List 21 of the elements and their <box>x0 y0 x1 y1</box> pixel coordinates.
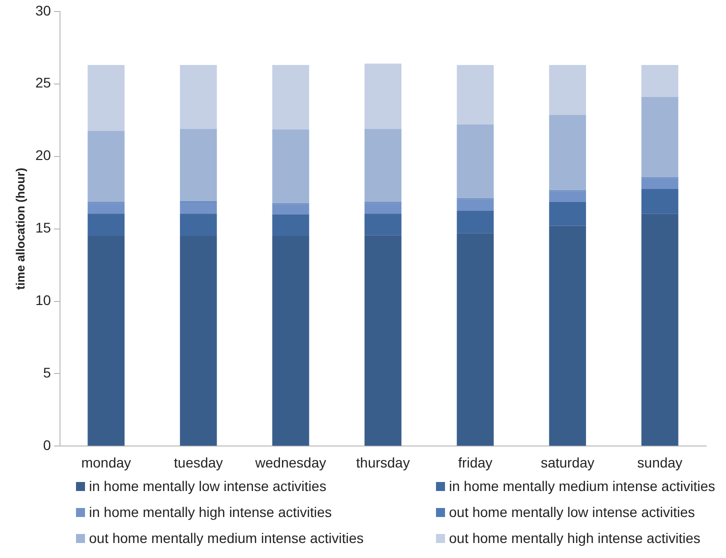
legend-label: out home mentally low intense activities <box>449 504 695 520</box>
y-tick-label: 5 <box>43 364 52 381</box>
legend-label: in home mentally medium intense activities <box>449 478 716 494</box>
legend-label: in home mentally high intense activities <box>89 504 332 520</box>
y-tick-label: 10 <box>35 292 52 308</box>
x-tick-label: thursday <box>356 454 410 470</box>
x-tick-label: tuesday <box>174 454 223 470</box>
x-tick-label: monday <box>81 454 132 470</box>
y-axis-title: time allocation (hour) <box>14 168 28 290</box>
y-tick-label: 25 <box>35 74 52 91</box>
y-tick-label: 15 <box>35 220 52 236</box>
legend-label: in home mentally low intense activities <box>89 478 326 494</box>
x-tick-label: saturday <box>540 454 594 470</box>
x-tick-label: sunday <box>637 454 682 470</box>
x-tick-label: wednesday <box>254 454 326 470</box>
legend-label: out home mentally medium intense activities <box>89 530 364 546</box>
x-tick-label: friday <box>458 454 492 470</box>
y-tick-label: 0 <box>43 437 52 454</box>
y-tick-label: 20 <box>35 147 52 164</box>
legend-label: out home mentally high intense activities <box>449 530 700 546</box>
y-tick-label: 30 <box>35 2 52 18</box>
